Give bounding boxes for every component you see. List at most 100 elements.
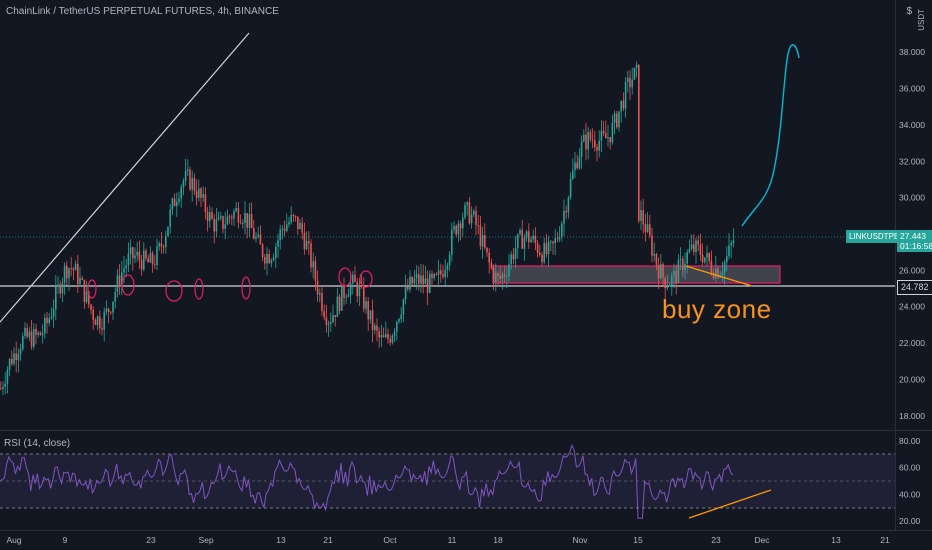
candle-body [228,216,231,218]
candle-body [446,265,449,270]
candle-body [33,329,35,347]
buy-zone-box[interactable] [492,265,781,284]
candle-body [393,331,396,336]
candle-body [378,331,380,338]
candle-body [420,275,422,284]
candle-body [354,274,356,283]
candle-body [272,257,275,261]
candle-body [732,240,735,244]
candle-body [580,141,583,157]
touch-circle[interactable] [338,267,352,287]
touch-circle[interactable] [194,278,204,300]
rsi-line-group[interactable] [0,444,734,519]
candle-body [349,283,352,295]
time-tick-label: Oct [383,535,397,545]
candle-body [404,286,407,300]
candle-body [440,270,442,275]
price-pane[interactable] [0,0,895,430]
candle-body [662,264,664,278]
candle-body [532,235,534,240]
candle-body [473,211,475,215]
candle-body [400,314,402,319]
candle-body [706,252,708,258]
candle-body [299,222,301,230]
buy-zone-label: buy zone [662,294,772,324]
candle-body [325,317,328,325]
candle-body [57,284,59,287]
candle-body [646,224,649,233]
candle-body [39,332,42,336]
candle-body [112,301,114,313]
rsi-line [0,444,734,519]
touch-circle[interactable] [87,279,97,299]
candle-body [530,239,532,243]
touch-circles[interactable] [87,267,373,302]
candle-body [481,235,484,247]
time-axis[interactable]: Aug 9 23 Sep 13 21 Oct 11 18 Nov 15 23 Dec 13 21 [6,535,890,545]
candle-body [264,257,266,264]
candle-body [413,278,416,284]
candle-body [431,273,433,278]
candle-body [389,338,391,343]
candle-body [411,276,413,284]
candle-body [305,241,308,250]
candle-body [266,253,268,264]
touch-circle[interactable] [121,274,135,296]
candle-body [169,209,171,227]
candle-body [127,253,130,266]
projection-arrow[interactable] [741,44,800,227]
candle-body [382,335,385,338]
trend-line-diagonal[interactable] [0,32,250,323]
candle-body [730,243,732,246]
price-tick-label: 34.000 [899,120,925,130]
candle-body [693,244,695,252]
candle-body [448,254,451,266]
candle-body [279,229,281,241]
candle-body [642,210,644,225]
candle-body [341,284,343,311]
candles-group[interactable] [0,61,735,396]
candle-body [444,269,446,277]
candle-body [330,321,332,324]
candle-body [239,222,242,224]
candle-body [290,214,292,223]
candle-body [55,286,57,310]
price-tick-label: 32.000 [899,156,925,166]
candle-body [495,273,497,283]
candle-body [253,228,255,239]
candle-body [352,274,354,284]
time-tick-label: Nov [572,535,588,545]
candle-body [345,296,347,298]
candle-body [479,225,482,247]
rsi-divergence-line[interactable] [688,489,772,519]
touch-circle[interactable] [165,280,183,302]
candle-body [644,224,647,233]
candle-body [162,246,165,248]
candle-body [624,81,627,109]
candle-body [356,282,358,297]
currency-icon[interactable]: $ [906,6,912,17]
candle-body [371,310,374,330]
candle-body [327,323,330,325]
candle-body [558,237,561,240]
candle-body [237,208,240,223]
candle-body [118,275,121,287]
candle-body [158,243,160,247]
candle-body [211,212,213,219]
candle-body [523,237,526,249]
touch-circle[interactable] [241,276,251,300]
candle-body [28,331,31,337]
candle-body [277,240,279,247]
candle-body [167,226,169,237]
candle-body [281,228,284,230]
rsi-axis[interactable]: 20.00 40.00 60.00 80.00 [899,436,921,526]
touch-circle[interactable] [359,270,373,288]
candle-body [486,247,488,253]
candle-body [545,243,548,255]
candle-body [138,251,141,260]
candle-body [653,253,655,256]
candle-body [633,67,636,80]
candle-body [550,241,552,243]
price-divergence-line[interactable] [685,265,753,287]
